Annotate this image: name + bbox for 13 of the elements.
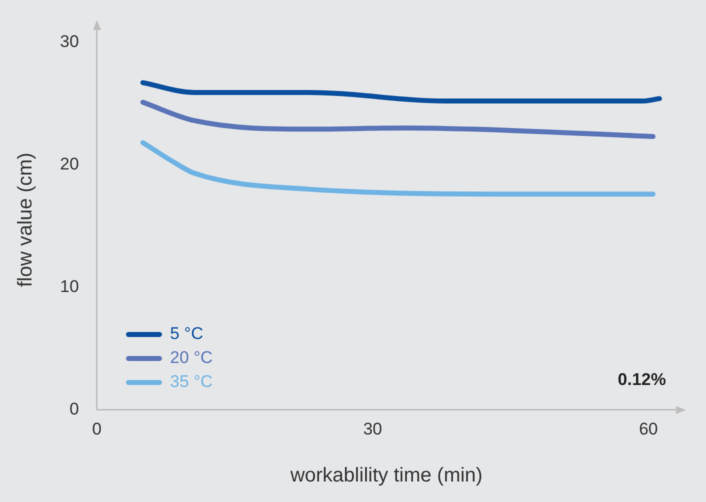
x-tick-label: 0 [92, 419, 102, 438]
x-tick-label: 30 [363, 419, 382, 438]
x-axis-title: workablility time (min) [289, 464, 483, 487]
y-tick-label: 20 [60, 154, 79, 174]
legend-label: 5 °C [170, 324, 204, 344]
x-tick-label: 60 [638, 419, 658, 438]
legend-label: 20 °C [170, 348, 213, 368]
y-tick-label: 0 [69, 399, 79, 418]
legend-label: 35 °C [170, 372, 213, 392]
y-tick-label: 10 [60, 276, 79, 296]
annotation: 0.12% [618, 370, 666, 390]
y-axis-title: flow value (cm) [14, 152, 37, 288]
y-tick-label: 30 [60, 32, 79, 51]
